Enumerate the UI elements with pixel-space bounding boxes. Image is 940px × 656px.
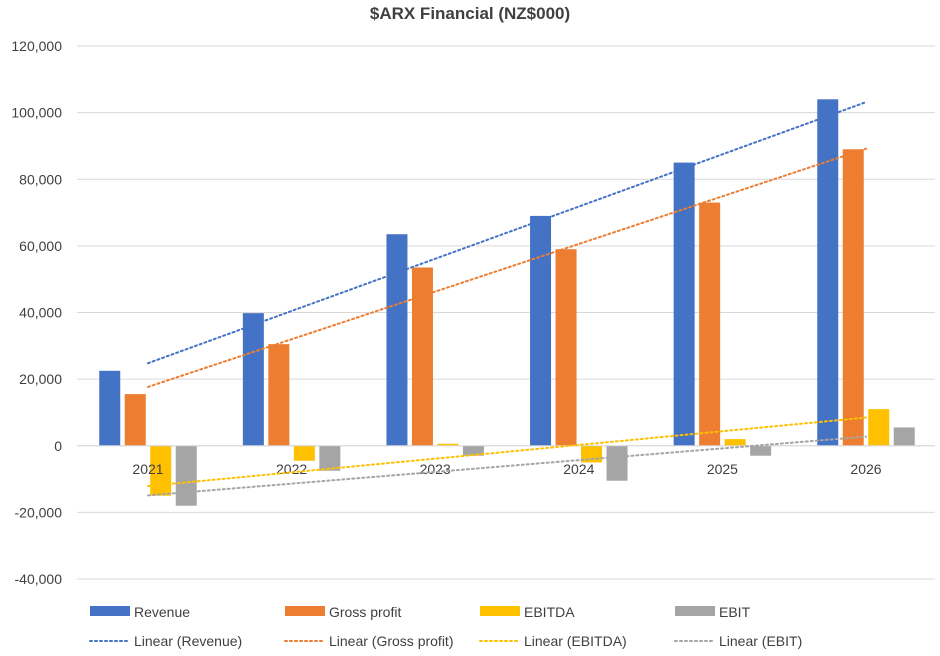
bar-revenue-2022 <box>242 313 264 446</box>
x-axis-tick-labels: 2021 2022 2023 2024 2025 2026 <box>132 461 881 477</box>
x-tick-label: 2023 <box>420 461 451 477</box>
bar-revenue-2023 <box>386 234 408 446</box>
legend-label: EBITDA <box>524 604 575 620</box>
legend-swatch <box>480 606 520 616</box>
legend-label: EBIT <box>719 604 751 620</box>
bar-ebitda-2026 <box>868 409 890 446</box>
legend-swatch <box>90 606 130 616</box>
y-tick-label: 60,000 <box>19 238 62 254</box>
legend-label: Revenue <box>134 604 190 620</box>
bar-gross-profit-2025 <box>699 202 721 446</box>
trendline-revenue <box>147 101 867 365</box>
trendline-ebit <box>147 435 867 497</box>
bar-ebit-2023 <box>462 445 484 456</box>
bars <box>99 99 915 506</box>
y-tick-label: 40,000 <box>19 305 62 321</box>
bar-gross-profit-2023 <box>411 267 433 446</box>
legend-item-ebit: EBIT <box>675 604 751 620</box>
legend-item-revenue: Revenue <box>90 604 190 620</box>
legend: Revenue Gross profit EBITDA EBIT Linear (Rev… <box>89 604 802 649</box>
legend-item-trendline-ebitda: Linear (EBITDA) <box>479 633 627 649</box>
bar-ebitda-2023 <box>437 443 459 446</box>
legend-swatch <box>675 606 715 616</box>
legend-label: Linear (EBITDA) <box>524 633 627 649</box>
bar-ebitda-2022 <box>293 445 315 461</box>
y-axis-tick-labels: -40,000 -20,000 0 20,000 40,000 60,000 80,000 1… <box>11 38 62 587</box>
bar-ebit-2022 <box>319 445 341 471</box>
bar-revenue-2021 <box>99 370 121 446</box>
legend-item-trendline-gross-profit: Linear (Gross profit) <box>284 633 453 649</box>
bar-ebit-2025 <box>750 445 772 456</box>
bar-revenue-2026 <box>817 99 839 446</box>
gridlines <box>77 45 935 580</box>
y-tick-label: -40,000 <box>15 571 63 587</box>
trendline-ebitda <box>147 416 867 488</box>
legend-item-gross-profit: Gross profit <box>285 604 401 620</box>
x-tick-label: 2021 <box>132 461 163 477</box>
x-tick-label: 2022 <box>276 461 307 477</box>
y-tick-label: 100,000 <box>11 105 62 121</box>
bar-revenue-2025 <box>673 162 695 446</box>
bar-ebit-2026 <box>893 427 915 446</box>
x-tick-label: 2026 <box>850 461 881 477</box>
bar-revenue-2024 <box>530 215 552 446</box>
legend-label: Linear (Revenue) <box>134 633 242 649</box>
legend-label: Gross profit <box>329 604 401 620</box>
bar-ebitda-2021 <box>150 445 172 496</box>
chart-title: $ARX Financial (NZ$000) <box>369 4 571 23</box>
legend-item-trendline-revenue: Linear (Revenue) <box>89 633 242 649</box>
y-tick-label: -20,000 <box>15 504 63 520</box>
trendline-gross-profit <box>147 147 867 388</box>
bar-gross-profit-2022 <box>268 344 290 446</box>
y-tick-label: 80,000 <box>19 171 62 187</box>
bar-gross-profit-2024 <box>555 249 577 446</box>
bar-ebit-2024 <box>606 445 628 481</box>
bar-gross-profit-2026 <box>842 149 864 446</box>
bar-gross-profit-2021 <box>124 394 146 446</box>
y-tick-label: 0 <box>54 438 62 454</box>
legend-swatch <box>285 606 325 616</box>
x-tick-label: 2024 <box>563 461 594 477</box>
trendlines <box>147 101 867 497</box>
legend-label: Linear (EBIT) <box>719 633 802 649</box>
legend-item-trendline-ebit: Linear (EBIT) <box>674 633 802 649</box>
legend-item-ebitda: EBITDA <box>480 604 575 620</box>
y-tick-label: 120,000 <box>11 38 62 54</box>
y-tick-label: 20,000 <box>19 371 62 387</box>
x-tick-label: 2025 <box>707 461 738 477</box>
bar-ebitda-2025 <box>724 439 746 446</box>
legend-label: Linear (Gross profit) <box>329 633 453 649</box>
bar-ebit-2021 <box>175 445 197 506</box>
